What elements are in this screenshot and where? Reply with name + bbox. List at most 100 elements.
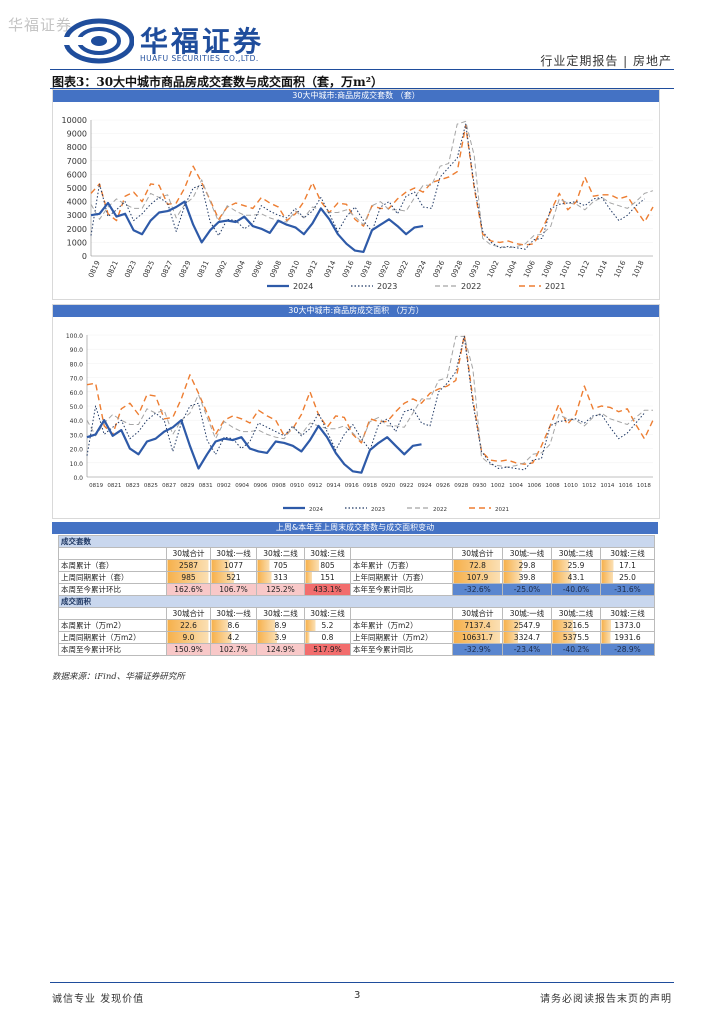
brand-name-cn: 华福证券	[140, 25, 265, 58]
legend-label-2024: 2024	[309, 507, 323, 513]
y-tick-label: 90.0	[70, 347, 84, 354]
table-row-label: 本周至今累计环比	[58, 583, 167, 596]
y-tick-label: 1000	[67, 238, 87, 247]
x-tick-label: 1004	[509, 483, 523, 489]
series-line-2024	[90, 200, 424, 253]
x-tick-label: 1012	[582, 483, 596, 489]
page-number: 3	[354, 990, 361, 1001]
x-tick-label: 1006	[527, 483, 541, 489]
x-tick-label: 0831	[199, 483, 213, 489]
table-column-header: 30城合计	[166, 547, 211, 560]
table-row-label: 上年同期累计（万套）	[350, 571, 453, 584]
table-row-label: 本周累计（万m2）	[58, 619, 167, 632]
legend-label-2022: 2022	[433, 507, 447, 513]
x-tick-label: 0821	[105, 259, 120, 279]
table-column-header: 30城合计	[452, 547, 503, 560]
x-tick-label: 1014	[595, 259, 610, 279]
table-row: 上周同期累计（套） 985 521 313 151 上年同期累计（万套） 107.9 39.8…	[58, 571, 655, 584]
chart-area-title: 30大中城市:商品房成交面积 （万方）	[53, 305, 659, 317]
x-tick-label: 0910	[287, 259, 302, 279]
table-column-header: 30城合计	[166, 607, 211, 620]
table-value: 3.9	[256, 631, 305, 644]
x-tick-label: 0825	[141, 259, 156, 279]
table-value: 705	[256, 559, 305, 572]
table-column-header: 30城:三线	[304, 547, 351, 560]
table-value: 1077	[210, 559, 257, 572]
x-tick-label: 0924	[413, 259, 428, 279]
y-tick-label: 2000	[67, 225, 87, 234]
y-tick-label: 10.0	[70, 461, 84, 468]
x-tick-label: 0922	[400, 483, 414, 489]
table-column-header: 30城:三线	[600, 607, 655, 620]
x-tick-label: 0912	[308, 483, 322, 489]
table-column-header: 30城:二线	[551, 547, 601, 560]
series-line-2021	[86, 334, 654, 465]
x-tick-label: 0906	[250, 259, 265, 279]
table-value: 8.9	[256, 619, 305, 632]
x-tick-label: 0928	[450, 259, 465, 279]
table-row: 上周同期累计（万m2） 9.0 4.2 3.9 0.8 上年同期累计（万m2） 10631.…	[58, 631, 655, 644]
figure-title: 图表3：30大中城市商品房成交套数与成交面积（套，万m²）	[52, 75, 384, 89]
series-line-2021	[90, 124, 654, 246]
table-column-header: 30城:一线	[502, 607, 552, 620]
table-section-row: 成交面积	[58, 595, 655, 608]
table-column-header: 30城:一线	[210, 607, 257, 620]
y-tick-label: 100.0	[66, 333, 83, 340]
table-header-row: 30城合计 30城:一线 30城:二线 30城:三线 30城合计 30城:一线 30城:二线…	[58, 607, 655, 620]
x-tick-label: 0904	[232, 259, 247, 279]
x-tick-label: 1018	[637, 483, 651, 489]
table-value: -40.2%	[551, 643, 601, 656]
data-source: 数据来源：iFind、华福证券研究所	[52, 672, 185, 682]
table-value: 3324.7	[502, 631, 552, 644]
chart-units-panel: 30大中城市:商品房成交套数 （套） 0 1000 2000 3000 4000 5000…	[52, 89, 660, 300]
table-row-label: 上周同期累计（万m2）	[58, 631, 167, 644]
x-tick-label: 1006	[522, 259, 537, 279]
x-tick-label: 1008	[546, 483, 560, 489]
x-tick-label: 1002	[491, 483, 505, 489]
chart-units-title: 30大中城市:商品房成交套数 （套）	[53, 90, 659, 102]
x-tick-label: 0823	[123, 259, 138, 279]
table-column-header: 30城:二线	[256, 607, 305, 620]
x-tick-label: 1016	[619, 483, 633, 489]
x-tick-label: 1012	[577, 259, 592, 279]
y-tick-label: 4000	[67, 198, 87, 207]
x-tick-label: 0825	[144, 483, 158, 489]
x-tick-label: 0916	[341, 259, 356, 279]
x-tick-label: 0902	[214, 259, 229, 279]
y-tick-label: 5000	[67, 184, 87, 193]
series-line-2023	[86, 335, 645, 471]
header-divider	[50, 69, 674, 70]
x-tick-label: 1016	[613, 259, 628, 279]
table-value: 25.9	[551, 559, 601, 572]
huafu-logo-icon	[64, 18, 134, 64]
table-value: -40.0%	[551, 583, 601, 596]
x-tick-label: 0902	[217, 483, 231, 489]
table-value: 2547.9	[502, 619, 552, 632]
x-tick-label: 1002	[486, 259, 501, 279]
x-tick-label: 1004	[504, 259, 519, 279]
report-type: 行业定期报告 | 房地产	[540, 54, 672, 68]
brand-name-en: HUAFU SECURITIES CO.,LTD.	[140, 54, 259, 63]
table-value: 805	[304, 559, 351, 572]
table-value: 22.6	[166, 619, 211, 632]
x-tick-label: 0918	[363, 483, 377, 489]
x-tick-label: 0829	[178, 259, 193, 279]
table-row: 本周累计（万m2） 22.6 8.6 8.9 5.2 本年累计（万m2） 7137.4 254…	[58, 619, 655, 632]
y-tick-label: 0.0	[73, 475, 83, 482]
table-value: -23.4%	[502, 643, 552, 656]
y-tick-label: 60.0	[70, 390, 84, 397]
table-column-header: 30城:二线	[551, 607, 601, 620]
legend-label-2021: 2021	[495, 507, 509, 513]
table-value: 124.9%	[256, 643, 305, 656]
x-tick-label: 1018	[631, 259, 646, 279]
table-column-header: 30城合计	[452, 607, 503, 620]
y-tick-label: 6000	[67, 170, 87, 179]
y-tick-label: 30.0	[70, 432, 84, 439]
legend-label-2021: 2021	[545, 282, 565, 291]
x-tick-label: 0926	[432, 259, 447, 279]
x-tick-label: 0831	[196, 259, 211, 279]
table-row: 本周至今累计环比 162.6% 106.7% 125.2% 433.1% 本年至今累计同比…	[58, 583, 655, 596]
x-tick-label: 0912	[305, 259, 320, 279]
stats-table: 成交套数 30城合计 30城:一线 30城:二线 30城:三线 30城合计 30城:一线 30…	[58, 535, 655, 656]
table-value: 10631.7	[452, 631, 503, 644]
